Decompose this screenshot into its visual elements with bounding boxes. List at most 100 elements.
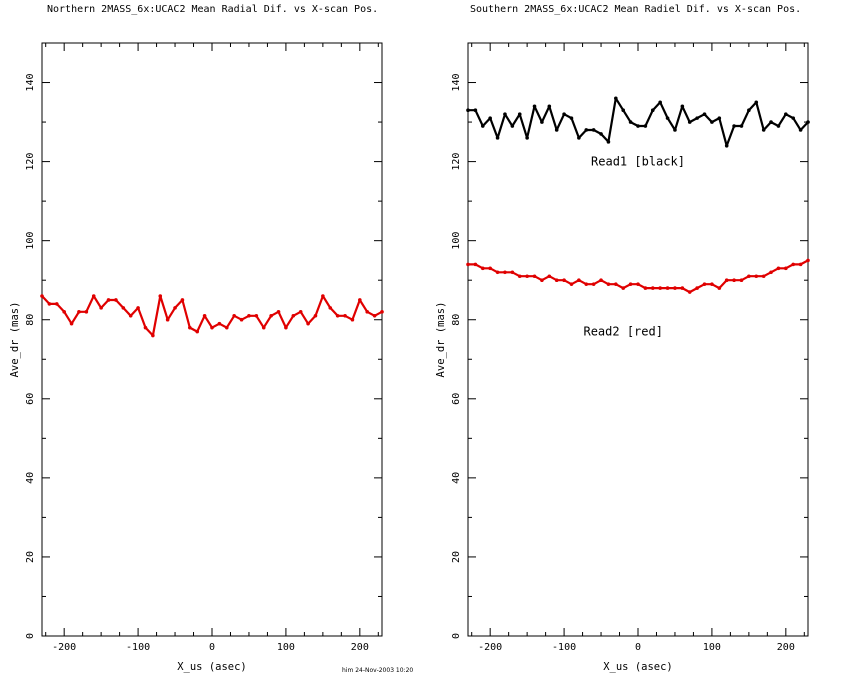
chart-2-series-read1-point — [525, 136, 529, 140]
chart-1-title: Northern 2MASS_6x:UCAC2 Mean Radial Dif.… — [47, 4, 378, 15]
chart-2-y-tick-label: 20 — [451, 551, 462, 563]
northern-chart-panel: Northern 2MASS_6x:UCAC2 Mean Radial Dif.… — [9, 4, 384, 673]
chart-2-series-read2-point — [562, 278, 566, 283]
chart-1-series-1-point — [291, 313, 296, 318]
chart-2-series-read2-point — [614, 282, 618, 286]
chart-1-series-1-point — [173, 306, 177, 310]
chart-2-series-read2-point — [599, 278, 603, 283]
chart-2-series-read1-point — [680, 104, 685, 109]
chart-1-x-tick-label: -200 — [52, 642, 76, 653]
chart-1-y-axis-label: Ave_dr (mas) — [9, 302, 21, 378]
chart-1-series-1-point — [158, 294, 163, 298]
chart-2-title: Southern 2MASS_6x:UCAC2 Mean Radiel Dif.… — [470, 4, 801, 15]
chart-2-series-read2-point — [591, 282, 596, 286]
chart-2-series-read2-point — [806, 258, 810, 263]
chart-1-series-1-point — [151, 333, 155, 338]
chart-2-x-axis-label: X_us (asec) — [603, 661, 673, 673]
chart-1-plot-frame — [41, 42, 383, 637]
chart-2-series-read1-point — [673, 128, 677, 132]
chart-1-series-1-point — [306, 321, 310, 326]
chart-1-series-1-point — [165, 317, 170, 322]
chart-2-series-read2-point — [569, 282, 574, 286]
chart-1-series-1-point — [365, 310, 370, 314]
chart-1-y-tick-label: 100 — [25, 232, 36, 250]
chart-1-y-tick-label: 60 — [25, 393, 36, 405]
chart-2-y-axis-label: Ave_dr (mas) — [435, 302, 447, 378]
chart-2-series-read2-point — [784, 266, 788, 271]
chart-2-y-tick-label: 140 — [451, 74, 462, 92]
chart-2-series-read1-point — [784, 112, 788, 116]
chart-1-series-1-point — [47, 302, 52, 306]
chart-1-series-1-point — [77, 310, 81, 314]
chart-2-x-tick-label: -100 — [552, 642, 576, 653]
chart-1-x-tick-label: 100 — [277, 642, 295, 653]
southern-chart-panel: Southern 2MASS_6x:UCAC2 Mean Radiel Dif.… — [435, 4, 810, 673]
chart-1-x-tick-label: 200 — [351, 642, 369, 653]
chart-2-series-read2-point — [503, 270, 507, 275]
chart-2-series-read1-point — [562, 112, 566, 116]
chart-1-series-1-point — [217, 321, 222, 326]
chart-1-x-tick-label: 0 — [209, 642, 215, 653]
chart-1-series-1-point — [180, 298, 185, 302]
chart-1-series-1-point — [254, 313, 259, 318]
chart-2-series-read1-point — [606, 140, 611, 144]
chart-1-series-1-point — [210, 325, 214, 330]
chart-1-series-1-point — [247, 313, 251, 318]
chart-2-series-read1-point — [466, 108, 470, 113]
chart-1-series-1-point — [372, 313, 377, 318]
chart-2-y-tick-label: 80 — [451, 314, 462, 326]
chart-2-x-tick-label: -200 — [478, 642, 502, 653]
chart-2-series-read1-line — [468, 97, 809, 147]
chart-2-series-read1-point — [628, 120, 633, 124]
chart-2-series-read2-point — [547, 274, 552, 279]
chart-2-series-read2-point — [658, 286, 662, 290]
chart-2-series-read2-point — [710, 282, 714, 286]
chart-2-series-read2-point — [540, 278, 544, 283]
chart-1-series-1-point — [195, 329, 200, 334]
timestamp-stamp: him 24-Nov-2003 10:20 — [342, 667, 413, 674]
chart-2-series-read2-point — [466, 262, 470, 267]
chart-2-series-read1-point — [650, 108, 655, 113]
chart-2-annotation: Read1 [black] — [591, 155, 685, 169]
chart-2-series-read1-point — [495, 136, 500, 140]
chart-2-series-read1-point — [599, 132, 603, 136]
chart-1-series-1-point — [121, 306, 126, 310]
chart-2-series-read1-point — [591, 128, 596, 132]
chart-2-y-tick-label: 100 — [451, 232, 462, 250]
chart-2-series-read1-point — [554, 128, 559, 132]
chart-1-series-1-point — [328, 306, 333, 310]
chart-2-series-read1-point — [806, 120, 810, 124]
chart-2-series-read2-point — [732, 278, 736, 283]
chart-2-x-tick-label: 0 — [635, 642, 641, 653]
chart-1-x-axis-label: X_us (asec) — [177, 661, 247, 673]
chart-1-series-1-point — [239, 317, 244, 322]
chart-2-series-read1-point — [517, 112, 522, 116]
chart-2-series-read1-point — [798, 128, 803, 132]
chart-1-y-tick-label: 140 — [25, 74, 36, 92]
chart-2-series-read2-point — [776, 266, 781, 271]
chart-2-series-read1-point — [584, 128, 589, 132]
chart-2-series-read2-point — [495, 270, 500, 275]
chart-1-series-1-point — [335, 313, 340, 318]
chart-2-series-read1-point — [540, 120, 544, 124]
chart-1-series-1-point — [269, 313, 273, 318]
chart-2-series-read2-point — [525, 274, 529, 279]
chart-2-series-read1-point — [569, 116, 574, 120]
chart-1-series-1-point — [40, 294, 44, 298]
chart-2-series-read1-point — [621, 108, 626, 113]
chart-2-y-tick-label: 0 — [451, 633, 462, 639]
chart-2-series-read1-point — [665, 116, 670, 120]
chart-2-series-read2-point — [473, 262, 478, 267]
chart-2-series-read2-point — [769, 270, 773, 275]
chart-2-series-read1-point — [658, 100, 662, 105]
chart-2-y-tick-label: 60 — [451, 393, 462, 405]
chart-2-series-read2-point — [554, 278, 559, 283]
chart-1-series-1-point — [128, 313, 133, 318]
chart-2-annotation: Read2 [red] — [583, 325, 662, 339]
chart-2-series-read1-point — [695, 116, 699, 120]
chart-2-series-read1-point — [480, 124, 485, 128]
chart-2-series-read2-point — [754, 274, 759, 279]
chart-1-series-1-point — [99, 306, 103, 310]
chart-2-series-read2-point — [717, 286, 722, 290]
chart-2-y-tick-label: 40 — [451, 472, 462, 484]
